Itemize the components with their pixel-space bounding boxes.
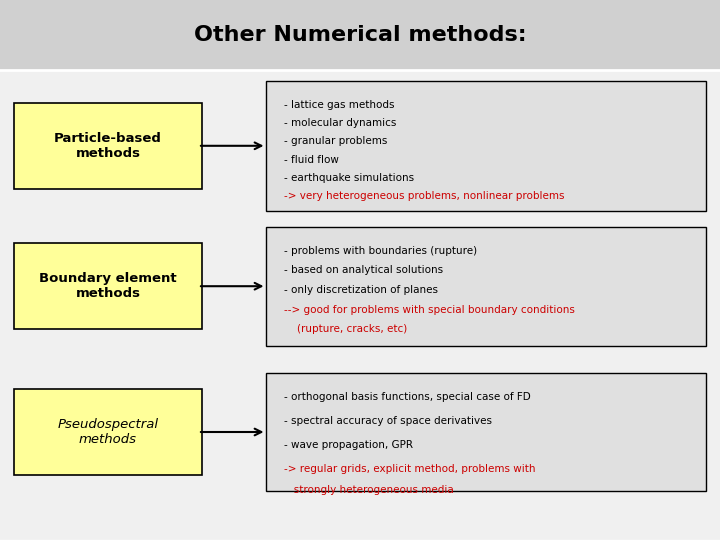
Text: - earthquake simulations: - earthquake simulations xyxy=(284,173,415,183)
Text: - fluid flow: - fluid flow xyxy=(284,155,339,165)
FancyBboxPatch shape xyxy=(266,227,706,346)
Text: Pseudospectral
methods: Pseudospectral methods xyxy=(58,418,158,446)
Text: - problems with boundaries (rupture): - problems with boundaries (rupture) xyxy=(284,246,477,256)
FancyBboxPatch shape xyxy=(14,243,202,329)
FancyBboxPatch shape xyxy=(266,373,706,491)
Text: Boundary element
methods: Boundary element methods xyxy=(39,272,177,300)
FancyBboxPatch shape xyxy=(0,0,720,70)
Text: Other Numerical methods:: Other Numerical methods: xyxy=(194,25,526,45)
Text: - orthogonal basis functions, special case of FD: - orthogonal basis functions, special ca… xyxy=(284,392,531,402)
Text: -> very heterogeneous problems, nonlinear problems: -> very heterogeneous problems, nonlinea… xyxy=(284,191,565,201)
Text: (rupture, cracks, etc): (rupture, cracks, etc) xyxy=(284,324,408,334)
Text: - only discretization of planes: - only discretization of planes xyxy=(284,285,438,295)
FancyBboxPatch shape xyxy=(266,81,706,211)
Text: - granular problems: - granular problems xyxy=(284,137,388,146)
Text: - molecular dynamics: - molecular dynamics xyxy=(284,118,397,128)
Text: strongly heterogeneous media: strongly heterogeneous media xyxy=(284,485,454,495)
Text: - spectral accuracy of space derivatives: - spectral accuracy of space derivatives xyxy=(284,415,492,426)
FancyBboxPatch shape xyxy=(14,389,202,475)
Text: -> regular grids, explicit method, problems with: -> regular grids, explicit method, probl… xyxy=(284,463,536,474)
FancyBboxPatch shape xyxy=(14,103,202,189)
Text: - lattice gas methods: - lattice gas methods xyxy=(284,100,395,110)
Text: - wave propagation, GPR: - wave propagation, GPR xyxy=(284,440,413,449)
Text: Particle-based
methods: Particle-based methods xyxy=(54,132,162,160)
Text: --> good for problems with special boundary conditions: --> good for problems with special bound… xyxy=(284,305,575,315)
Text: - based on analytical solutions: - based on analytical solutions xyxy=(284,265,444,275)
